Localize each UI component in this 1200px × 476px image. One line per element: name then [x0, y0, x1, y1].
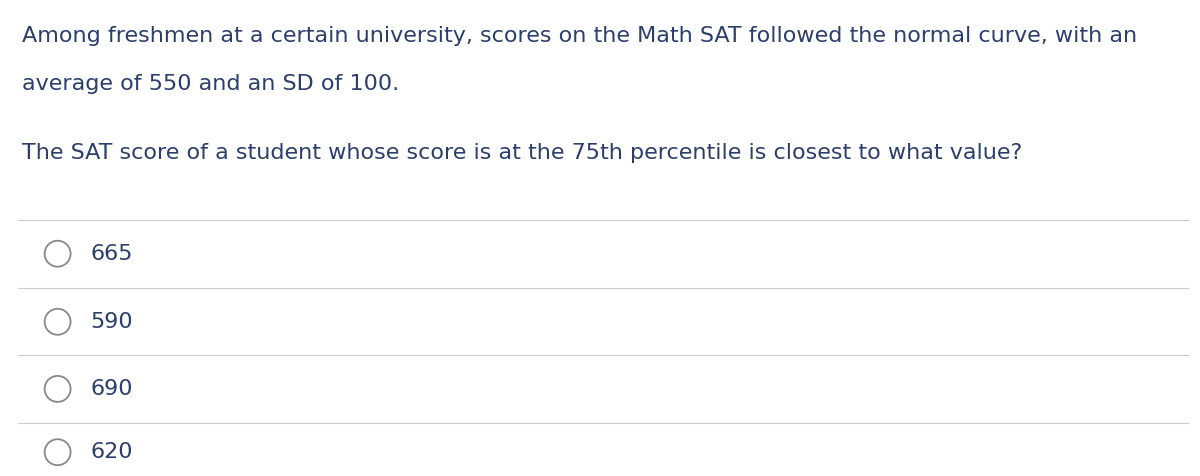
Point — [48, 385, 67, 393]
Text: 665: 665 — [90, 244, 132, 264]
Point — [48, 448, 67, 456]
Text: Among freshmen at a certain university, scores on the Math SAT followed the norm: Among freshmen at a certain university, … — [22, 26, 1136, 46]
Text: 620: 620 — [90, 442, 132, 462]
Text: average of 550 and an SD of 100.: average of 550 and an SD of 100. — [22, 74, 398, 94]
Text: 690: 690 — [90, 379, 132, 399]
Text: The SAT score of a student whose score is at the 75th percentile is closest to w: The SAT score of a student whose score i… — [22, 143, 1022, 163]
Point — [48, 250, 67, 258]
Point — [48, 318, 67, 326]
Text: 590: 590 — [90, 312, 133, 332]
